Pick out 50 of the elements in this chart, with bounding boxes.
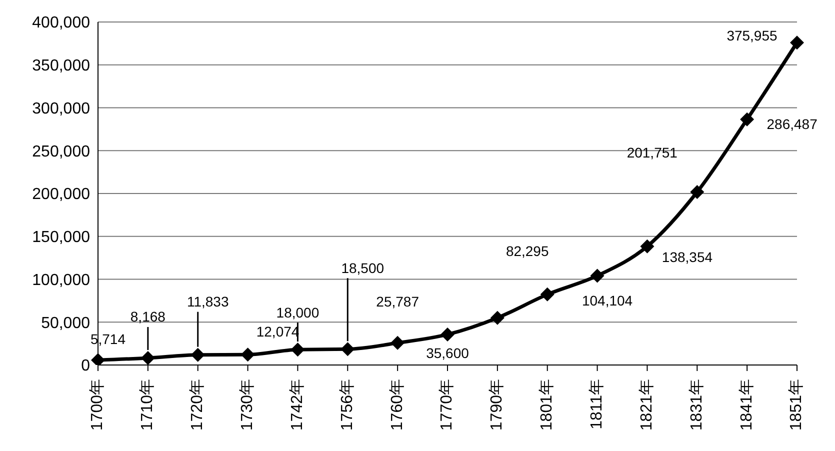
y-tick-label: 50,000 — [41, 314, 90, 332]
point — [240, 348, 255, 362]
x-tick-label: 1760年 — [388, 379, 406, 431]
x-tick-label: 1811年 — [588, 379, 606, 430]
point — [140, 350, 155, 365]
x-tick-label: 1841年 — [738, 379, 756, 431]
data-label: 18,000 — [276, 304, 320, 320]
x-tick-label: 1831年 — [688, 379, 706, 431]
x-tick-label: 1851年 — [788, 379, 806, 431]
data-label: 138,354 — [662, 249, 713, 266]
point — [790, 36, 804, 50]
data-label: 104,104 — [582, 292, 633, 308]
data-label: 35,600 — [426, 345, 470, 362]
x-tick-label: 1770年 — [438, 379, 456, 431]
point — [390, 336, 405, 350]
data-label: 286,487 — [766, 116, 818, 132]
y-tick-label: 350,000 — [32, 58, 90, 75]
point — [690, 185, 704, 199]
x-tick-label: 1756年 — [338, 379, 356, 431]
data-label: 82,295 — [506, 243, 549, 260]
x-tick-label: 1730年 — [239, 379, 256, 431]
y-tick-label: 300,000 — [32, 100, 90, 118]
y-tick-label: 200,000 — [32, 186, 90, 204]
point — [540, 287, 554, 302]
data-label: 8,168 — [130, 308, 166, 325]
y-tick-label: 100,000 — [32, 272, 90, 289]
point — [590, 268, 604, 283]
point — [640, 239, 654, 254]
y-tick-label: 150,000 — [32, 229, 90, 246]
data-label: 18,500 — [341, 260, 384, 276]
x-tick-label: 1700年 — [89, 379, 106, 431]
data-label: 25,787 — [376, 294, 420, 310]
point — [340, 342, 355, 356]
x-tick-label: 1710年 — [139, 379, 156, 431]
data-label: 375,955 — [726, 27, 778, 44]
y-tick-label: 0 — [81, 358, 90, 375]
point — [190, 348, 205, 362]
x-tick-label: 1742年 — [288, 379, 306, 431]
data-label: 201,751 — [626, 144, 678, 161]
x-tick-label: 1801年 — [538, 379, 556, 431]
point — [490, 310, 504, 325]
data-label: 11,833 — [186, 294, 229, 310]
x-tick-label: 1720年 — [189, 379, 206, 431]
y-tick-label: 250,000 — [32, 143, 90, 160]
x-tick-label: 1821年 — [638, 379, 656, 431]
point — [740, 112, 754, 126]
point — [440, 327, 454, 342]
point — [290, 342, 305, 357]
x-tick-label: 1790年 — [488, 379, 506, 431]
y-tick-label: 400,000 — [32, 14, 90, 32]
